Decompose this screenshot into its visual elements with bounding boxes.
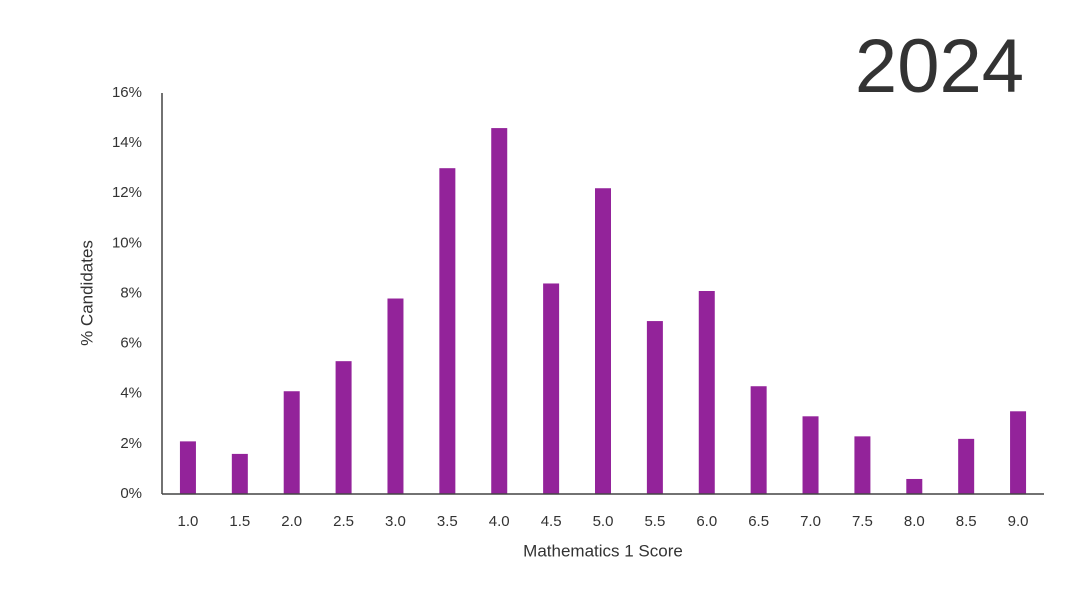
x-tick-label: 3.0 bbox=[385, 513, 406, 530]
x-tick-label: 5.5 bbox=[644, 513, 665, 530]
bar bbox=[1010, 411, 1027, 494]
y-tick-label: 2% bbox=[120, 435, 142, 452]
y-tick-label: 16% bbox=[112, 84, 142, 101]
bar bbox=[543, 283, 560, 494]
x-tick-label: 6.0 bbox=[696, 513, 717, 530]
bar bbox=[698, 290, 715, 494]
x-tick-label: 2.5 bbox=[333, 513, 354, 530]
bar bbox=[439, 168, 456, 494]
bar bbox=[491, 128, 508, 494]
x-tick-label: 4.0 bbox=[489, 513, 510, 530]
x-tick-label: 3.5 bbox=[437, 513, 458, 530]
bar bbox=[595, 188, 611, 495]
y-axis-label: % Candidates bbox=[77, 240, 96, 346]
x-tick-label: 5.0 bbox=[593, 513, 614, 530]
y-tick-label: 14% bbox=[112, 134, 142, 151]
x-tick-label: 6.5 bbox=[748, 513, 769, 530]
bar bbox=[387, 298, 404, 494]
chart-title: 2024 bbox=[855, 24, 1024, 109]
y-tick-label: 6% bbox=[120, 335, 142, 352]
x-tick-label: 8.5 bbox=[956, 513, 977, 530]
y-tick-label: 0% bbox=[120, 485, 142, 502]
x-tick-label: 1.0 bbox=[178, 513, 199, 530]
x-tick-label: 9.0 bbox=[1008, 513, 1029, 530]
y-tick-label: 8% bbox=[120, 284, 142, 301]
bar bbox=[231, 453, 248, 494]
x-tick-label: 8.0 bbox=[904, 513, 925, 530]
x-axis-label: Mathematics 1 Score bbox=[523, 541, 683, 560]
bar bbox=[646, 321, 663, 494]
bar bbox=[802, 416, 819, 494]
bar bbox=[179, 441, 196, 494]
y-tick-label: 4% bbox=[120, 385, 142, 402]
x-tick-label: 7.5 bbox=[852, 513, 873, 530]
x-tick-label: 4.5 bbox=[541, 513, 562, 530]
bar bbox=[335, 361, 352, 494]
bar bbox=[958, 438, 975, 494]
x-tick-label: 7.0 bbox=[800, 513, 821, 530]
bar bbox=[283, 391, 300, 494]
bar bbox=[750, 386, 767, 494]
x-tick-label: 2.0 bbox=[281, 513, 302, 530]
x-tick-label: 1.5 bbox=[229, 513, 250, 530]
y-tick-label: 12% bbox=[112, 184, 142, 201]
bar bbox=[854, 436, 871, 494]
y-tick-label: 10% bbox=[112, 234, 142, 251]
bar bbox=[906, 478, 923, 494]
